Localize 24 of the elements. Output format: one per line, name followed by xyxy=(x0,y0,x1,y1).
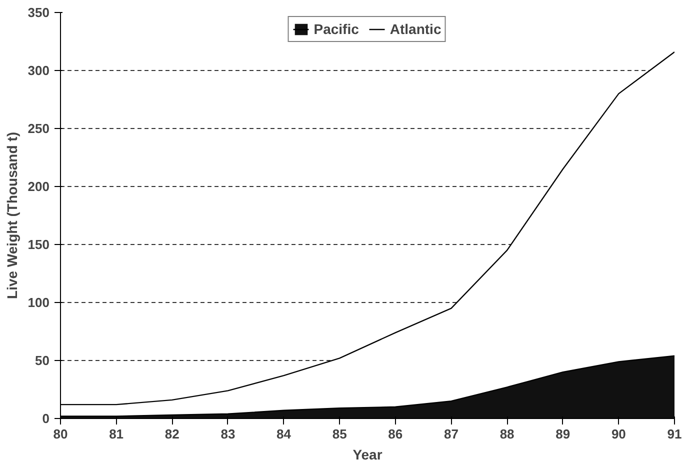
x-tick-label: 81 xyxy=(109,426,124,442)
x-tick-label: 84 xyxy=(276,426,292,442)
y-axis-title: Live Weight (Thousand t) xyxy=(4,132,20,299)
x-tick-label: 86 xyxy=(388,426,403,442)
x-axis-title: Year xyxy=(352,446,383,462)
x-tick-label: 88 xyxy=(500,426,514,442)
legend-label: Atlantic xyxy=(390,21,442,37)
y-tick-label: 50 xyxy=(35,353,50,368)
legend-label: Pacific xyxy=(314,21,359,37)
x-tick-label: 83 xyxy=(220,426,236,442)
x-tick-label: 85 xyxy=(332,426,347,442)
y-tick-label: 350 xyxy=(28,5,50,20)
x-tick-label: 87 xyxy=(444,426,458,442)
y-tick-label: 0 xyxy=(42,411,50,426)
x-tick-label: 90 xyxy=(611,426,626,442)
x-tick-label: 82 xyxy=(164,426,180,442)
y-tick-label: 250 xyxy=(28,121,50,136)
y-tick-label: 200 xyxy=(28,179,50,194)
x-tick-label: 91 xyxy=(667,426,682,442)
x-tick-label: 89 xyxy=(556,426,570,442)
y-tick-label: 300 xyxy=(28,63,50,78)
y-tick-label: 100 xyxy=(28,295,50,310)
y-tick-label: 150 xyxy=(28,237,50,252)
x-tick-label: 80 xyxy=(53,426,68,442)
